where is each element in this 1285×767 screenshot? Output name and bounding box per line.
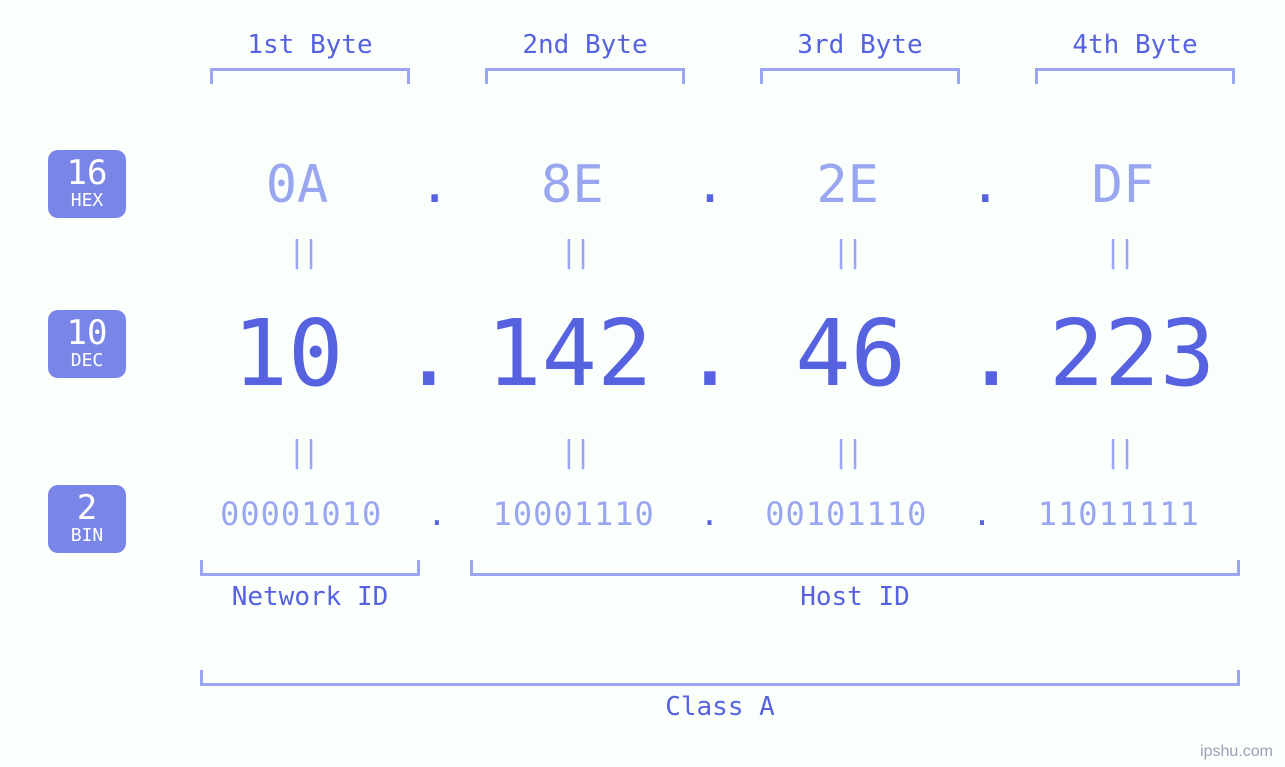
dot-separator: . [972, 495, 992, 533]
dot-separator: . [427, 495, 447, 533]
dot-separator: . [970, 155, 1001, 215]
equals-glyph: || [175, 435, 429, 470]
dot-separator: . [700, 495, 720, 533]
equals-glyph: || [991, 435, 1245, 470]
equals-glyph: || [719, 435, 973, 470]
base-abbr: HEX [48, 192, 126, 210]
dec-row: 10 . 142 . 46 . 223 [175, 300, 1245, 407]
base-badge-dec: 10 DEC [48, 310, 126, 378]
equals-row-1: || . || . || . || [175, 235, 1245, 270]
equals-glyph: || [175, 235, 429, 270]
bracket-bottom [200, 670, 1240, 686]
ip-breakdown-diagram: 1st Byte 2nd Byte 3rd Byte 4th Byte 16 H… [0, 0, 1285, 767]
attribution-text: ipshu.com [1200, 743, 1273, 761]
class-bracket: Class A [200, 670, 1240, 722]
byte-header-3: 3rd Byte [730, 30, 990, 84]
equals-glyph: || [991, 235, 1245, 270]
dot-separator: . [419, 155, 450, 215]
bin-byte-4: 11011111 [993, 495, 1245, 533]
bracket-top [1035, 68, 1235, 84]
bracket-top [760, 68, 960, 84]
dec-byte-3: 46 [738, 300, 964, 407]
network-id-label: Network ID [200, 582, 420, 612]
dot-separator: . [964, 300, 1019, 407]
byte-header-label: 1st Byte [180, 30, 440, 60]
hex-row: 0A . 8E . 2E . DF [175, 155, 1245, 215]
bracket-bottom [470, 560, 1240, 576]
network-id-bracket: Network ID [200, 560, 420, 612]
bin-row: 00001010 . 10001110 . 00101110 . 1101111… [175, 495, 1245, 533]
hex-byte-3: 2E [726, 155, 970, 215]
dot-separator: . [682, 300, 737, 407]
byte-header-2: 2nd Byte [455, 30, 715, 84]
byte-header-4: 4th Byte [1005, 30, 1265, 84]
equals-glyph: || [447, 235, 701, 270]
bin-byte-2: 10001110 [448, 495, 700, 533]
dec-byte-2: 142 [456, 300, 682, 407]
hex-byte-1: 0A [175, 155, 419, 215]
byte-header-label: 4th Byte [1005, 30, 1265, 60]
host-id-label: Host ID [470, 582, 1240, 612]
base-abbr: DEC [48, 352, 126, 370]
dec-byte-1: 10 [175, 300, 401, 407]
base-number: 16 [48, 156, 126, 190]
base-number: 10 [48, 316, 126, 350]
dec-byte-4: 223 [1019, 300, 1245, 407]
bracket-top [210, 68, 410, 84]
hex-byte-4: DF [1001, 155, 1245, 215]
equals-glyph: || [447, 435, 701, 470]
base-badge-hex: 16 HEX [48, 150, 126, 218]
equals-glyph: || [719, 235, 973, 270]
byte-header-label: 2nd Byte [455, 30, 715, 60]
class-label: Class A [200, 692, 1240, 722]
base-number: 2 [48, 491, 126, 525]
dot-separator: . [401, 300, 456, 407]
bin-byte-3: 00101110 [720, 495, 972, 533]
equals-row-2: || . || . || . || [175, 435, 1245, 470]
bracket-bottom [200, 560, 420, 576]
host-id-bracket: Host ID [470, 560, 1240, 612]
base-badge-bin: 2 BIN [48, 485, 126, 553]
base-abbr: BIN [48, 527, 126, 545]
bracket-top [485, 68, 685, 84]
dot-separator: . [694, 155, 725, 215]
hex-byte-2: 8E [450, 155, 694, 215]
byte-header-1: 1st Byte [180, 30, 440, 84]
byte-header-label: 3rd Byte [730, 30, 990, 60]
bin-byte-1: 00001010 [175, 495, 427, 533]
